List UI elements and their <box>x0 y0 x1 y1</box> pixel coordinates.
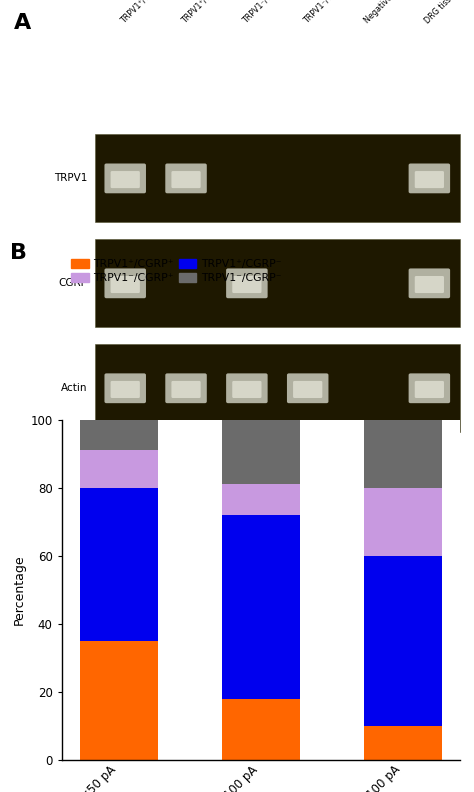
Bar <box>222 420 300 485</box>
FancyBboxPatch shape <box>409 268 450 299</box>
FancyBboxPatch shape <box>415 381 444 398</box>
Bar <box>222 515 300 699</box>
Text: Actin: Actin <box>61 383 88 394</box>
Text: TRPV1⁻/CGRP⁻: TRPV1⁻/CGRP⁻ <box>301 0 349 25</box>
Text: TRPV1: TRPV1 <box>55 173 88 184</box>
Bar <box>80 451 158 488</box>
FancyBboxPatch shape <box>409 163 450 193</box>
Text: DRG tissue: DRG tissue <box>423 0 460 25</box>
Legend: TRPV1⁺/CGRP⁺, TRPV1⁻/CGRP⁺, TRPV1⁺/CGRP⁻, TRPV1⁻/CGRP⁻: TRPV1⁺/CGRP⁺, TRPV1⁻/CGRP⁺, TRPV1⁺/CGRP⁻… <box>67 255 285 287</box>
FancyBboxPatch shape <box>110 381 140 398</box>
Bar <box>80 420 158 451</box>
FancyBboxPatch shape <box>110 171 140 188</box>
FancyBboxPatch shape <box>165 373 207 403</box>
Text: CGRP: CGRP <box>59 278 88 288</box>
FancyBboxPatch shape <box>172 171 201 188</box>
Bar <box>80 488 158 642</box>
Text: TRPV1⁻/CGRP⁺: TRPV1⁻/CGRP⁺ <box>240 0 289 25</box>
Text: B: B <box>10 242 27 263</box>
Bar <box>364 488 442 556</box>
FancyBboxPatch shape <box>232 381 262 398</box>
FancyBboxPatch shape <box>293 381 322 398</box>
Bar <box>95 239 460 327</box>
Bar <box>364 726 442 760</box>
Bar <box>95 135 460 223</box>
FancyBboxPatch shape <box>409 373 450 403</box>
FancyBboxPatch shape <box>232 276 262 293</box>
Text: Negative control: Negative control <box>362 0 416 25</box>
FancyBboxPatch shape <box>226 373 268 403</box>
Bar <box>364 556 442 726</box>
Bar <box>95 345 460 432</box>
FancyBboxPatch shape <box>104 163 146 193</box>
Text: A: A <box>14 13 31 32</box>
Bar <box>222 699 300 760</box>
Text: TRPV1⁺/CGRP⁻: TRPV1⁺/CGRP⁻ <box>180 0 228 25</box>
Text: TRPV1⁺/CGRP⁺: TRPV1⁺/CGRP⁺ <box>119 0 167 25</box>
FancyBboxPatch shape <box>287 373 328 403</box>
FancyBboxPatch shape <box>110 276 140 293</box>
Bar <box>222 485 300 515</box>
FancyBboxPatch shape <box>172 381 201 398</box>
FancyBboxPatch shape <box>104 268 146 299</box>
Y-axis label: Percentage: Percentage <box>13 554 26 626</box>
FancyBboxPatch shape <box>415 276 444 293</box>
Bar <box>80 642 158 760</box>
FancyBboxPatch shape <box>104 373 146 403</box>
Bar <box>364 420 442 488</box>
FancyBboxPatch shape <box>415 171 444 188</box>
FancyBboxPatch shape <box>226 268 268 299</box>
FancyBboxPatch shape <box>165 163 207 193</box>
